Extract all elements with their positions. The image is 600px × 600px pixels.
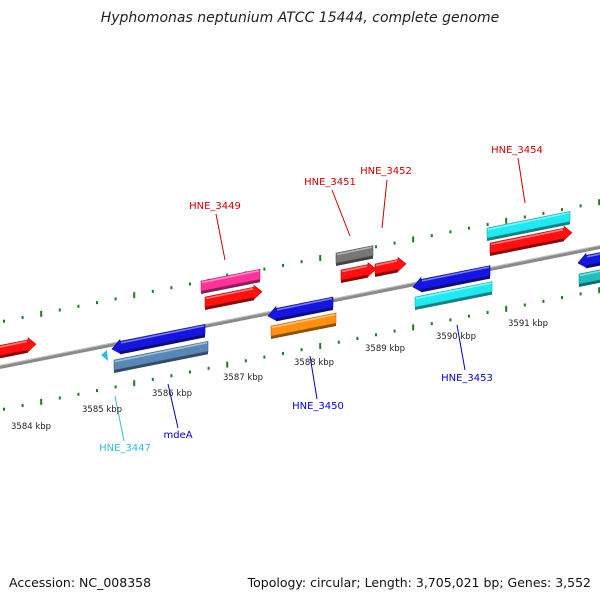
gene-bar-shadow [120,334,205,355]
kbp-tick-label: 3590 kbp [436,332,476,342]
gene-label-leader [456,324,466,371]
gene-bar-face [204,284,263,308]
gene-label-leader [309,355,318,400]
forward-gene-8[interactable] [489,225,573,256]
gene-bar-highlight [271,313,336,329]
reverse-gene-7[interactable] [577,251,600,269]
gene-bar-shadow [205,297,254,310]
gene-label-hne-3454[interactable]: HNE_3454 [491,145,543,156]
reverse-gene-1[interactable] [111,324,206,355]
gene-bar-highlight [276,297,333,311]
gene-bar-shadow [421,275,490,293]
gene-bar-highlight [487,212,570,231]
gene-bar-highlight [201,269,260,284]
forward-gene-2[interactable] [200,268,261,294]
gene-label-hne-3451[interactable]: HNE_3451 [304,177,356,188]
gene-bar-shadow [336,255,373,266]
gene-bar-face [111,324,206,354]
gene-bar-highlight [120,325,205,344]
gene-bar-shadow [0,349,28,359]
gene-bar-highlight [341,265,368,273]
gene-bar-highlight [579,270,600,277]
gene-label-leader [167,383,179,429]
gene-bar-face [374,256,407,275]
kbp-tick-label: 3591 kbp [508,319,548,329]
gene-bar-face [486,211,571,239]
gene-label-mdea[interactable]: mdeA [163,430,192,441]
gene-bar-shadow [586,262,600,269]
gene-bar-shadow [276,307,333,322]
gene-bar-shadow [271,323,336,339]
reverse-gene-5[interactable] [412,265,491,293]
gene-bar-highlight [205,287,254,300]
gene-bar-highlight [586,253,600,258]
forward-gene-6[interactable] [374,256,407,277]
genome-summary-text: Topology: circular; Length: 3,705,021 bp… [247,575,591,590]
gene-bar-highlight [375,260,398,267]
gene-bar-highlight [421,266,490,282]
genome-title: Hyphomonas neptunium ATCC 15444, complet… [101,10,500,26]
gene-bar-shadow [341,274,368,283]
gene-features [0,211,600,373]
gene-label-hne-3452[interactable]: HNE_3452 [360,166,412,177]
reverse-gene-2[interactable] [113,340,209,373]
gene-bar-shadow [201,279,260,294]
forward-gene-7[interactable] [486,211,571,241]
gene-bar-shadow [415,291,492,310]
gene-bar-face [113,340,209,371]
forward-gene-4[interactable] [335,245,374,266]
gene-label-leaders [114,157,526,442]
gene-bar-face [267,296,334,321]
kbp-tick-label: 3588 kbp [294,358,334,368]
gene-label-hne-3447[interactable]: HNE_3447 [99,443,151,454]
gene-bar-face [412,265,491,292]
gene-label-leader [215,213,226,261]
kbp-tick-label: 3586 kbp [152,389,192,399]
reverse-gene-6[interactable] [414,281,493,310]
tick-labels: 3584 kbp 3585 kbp 3586 kbp 3587 kbp 3588 kbp… [11,319,548,432]
gene-bar-face [414,281,493,308]
reverse-gene-3[interactable] [267,296,334,322]
gene-label-leader [381,179,388,229]
gene-label-leader [114,395,125,442]
kbp-tick-label: 3584 kbp [11,422,51,432]
gene-bar-face [489,225,573,254]
gene-bar-shadow [579,279,600,287]
gene-label-hne-3449[interactable]: HNE_3449 [189,201,241,212]
gene-label-hne-3453[interactable]: HNE_3453 [441,373,493,384]
gene-bar-face [0,337,37,356]
reverse-gene-8[interactable] [578,269,600,287]
reverse-gene-4[interactable] [270,312,337,339]
gene-label-leader [331,189,351,237]
gene-bar-highlight [415,282,492,300]
gene-labels: HNE_3449 HNE_3451 HNE_3452 HNE_3454 HNE_3447… [99,145,543,454]
gene-bar-face [335,245,374,264]
gene-bar-shadow [490,238,564,256]
gene-bar-highlight [336,246,373,256]
kbp-tick-label: 3585 kbp [82,405,122,415]
gene-bar-highlight [490,228,564,246]
accession-text: Accession: NC_008358 [9,575,151,590]
kbp-tick-label: 3587 kbp [223,373,263,383]
gene-bar-face [340,261,377,281]
gene-label-hne-3450[interactable]: HNE_3450 [292,401,344,412]
forward-gene-3[interactable] [204,284,263,310]
gene-bar-face [270,312,337,337]
gene-bar-shadow [375,269,398,277]
gene-start-marker [101,350,108,361]
gene-bar-face [577,252,600,268]
gene-bar-shadow [487,221,570,241]
gene-bar-highlight [114,341,208,363]
gene-label-leader [517,157,526,204]
gene-bar-face [578,269,600,285]
gene-bar-highlight [0,340,28,348]
forward-gene-1[interactable] [0,337,37,360]
kbp-tick-label: 3589 kbp [365,344,405,354]
forward-gene-5[interactable] [340,261,377,283]
gene-bar-face [200,268,261,292]
gene-bar-shadow [114,351,208,373]
